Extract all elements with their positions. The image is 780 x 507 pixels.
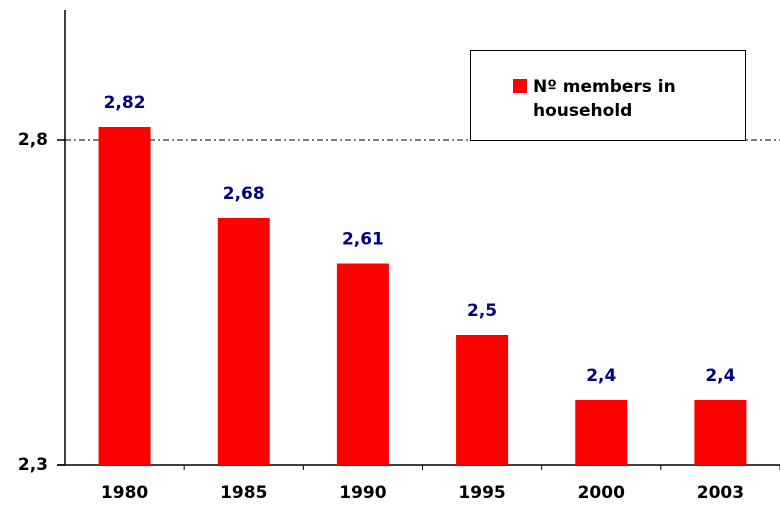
value-label: 2,61 bbox=[342, 230, 384, 250]
value-label: 2,5 bbox=[467, 301, 497, 321]
legend: Nº members in household bbox=[470, 50, 746, 141]
y-tick-label: 2,8 bbox=[18, 130, 48, 150]
value-label: 2,68 bbox=[223, 184, 265, 204]
legend-label: Nº members in household bbox=[533, 77, 676, 121]
y-tick-label: 2,3 bbox=[18, 455, 48, 475]
x-tick-label: 1995 bbox=[458, 483, 505, 503]
x-tick-label: 2003 bbox=[697, 483, 744, 503]
value-label: 2,4 bbox=[705, 366, 735, 386]
bar bbox=[217, 218, 270, 465]
bar bbox=[456, 335, 509, 465]
value-label: 2,82 bbox=[104, 93, 146, 113]
bar bbox=[98, 127, 151, 465]
value-label: 2,4 bbox=[586, 366, 616, 386]
x-tick-label: 1980 bbox=[101, 483, 148, 503]
x-tick-label: 2000 bbox=[578, 483, 625, 503]
bar bbox=[694, 400, 747, 465]
bar bbox=[575, 400, 628, 465]
bar bbox=[336, 263, 389, 465]
x-tick-label: 1985 bbox=[220, 483, 267, 503]
x-tick-label: 1990 bbox=[339, 483, 386, 503]
legend-swatch bbox=[513, 79, 527, 93]
